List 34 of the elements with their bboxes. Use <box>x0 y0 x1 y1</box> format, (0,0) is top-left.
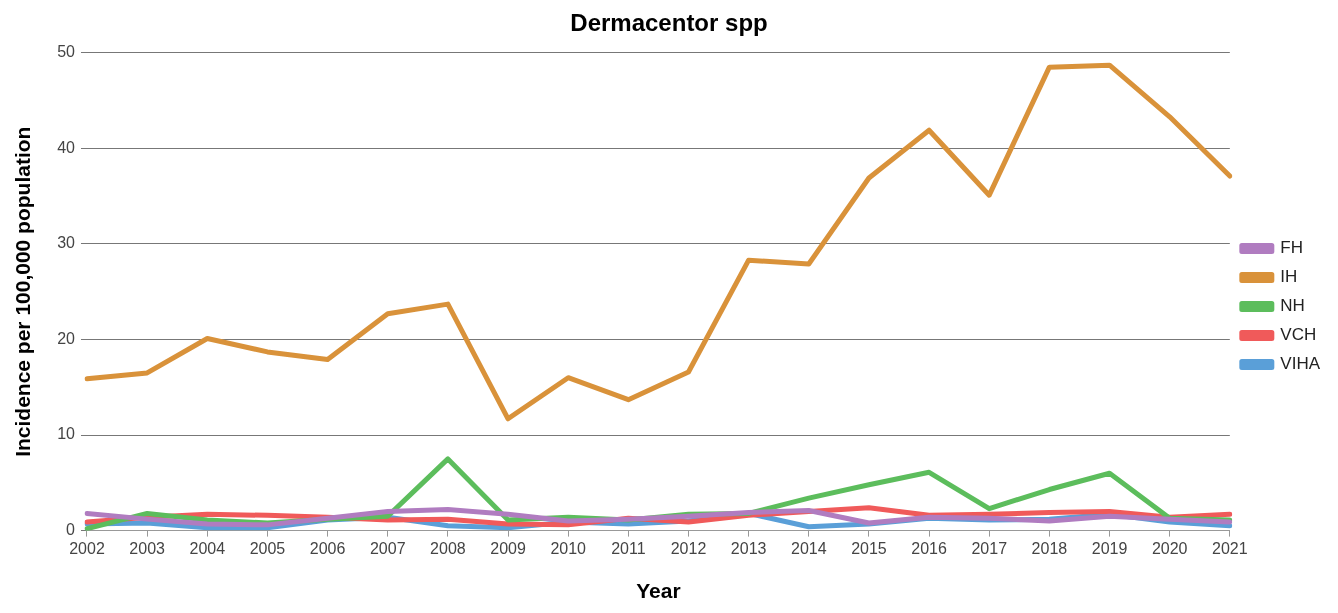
x-tick-label: 2010 <box>550 539 587 557</box>
y-axis-title: Incidence per 100,000 population <box>11 126 35 457</box>
x-tick-label: 2011 <box>611 539 646 557</box>
x-tick-label: 2007 <box>369 539 406 557</box>
y-tick-label: 50 <box>57 43 76 61</box>
chart-title: Dermacentor spp <box>570 9 768 37</box>
x-tick-label: 2005 <box>249 539 286 557</box>
x-axis-title: Year <box>636 579 681 603</box>
x-tick-label: 2021 <box>1212 539 1248 557</box>
x-tick-label: 2003 <box>129 539 166 557</box>
x-tick-label: 2020 <box>1151 539 1188 557</box>
x-tick-label: 2014 <box>790 539 827 557</box>
legend-label: FH <box>1280 238 1303 258</box>
x-tick-label: 2012 <box>670 539 707 557</box>
x-tick-label: 2004 <box>189 539 226 557</box>
y-tick-label: 40 <box>57 138 76 156</box>
x-tick-label: 2018 <box>1031 539 1068 557</box>
x-tick-label: 2008 <box>430 539 466 557</box>
x-tick-label: 2002 <box>69 539 105 557</box>
legend-label: IH <box>1280 267 1298 287</box>
y-tick-label: 20 <box>57 329 76 347</box>
x-tick-label: 2015 <box>851 539 887 557</box>
y-tick-label: 30 <box>57 234 76 252</box>
x-tick-label: 2009 <box>490 539 526 557</box>
x-tick-label: 2017 <box>971 539 1008 557</box>
y-tick-label: 0 <box>66 521 76 539</box>
legend-label: VIHA <box>1280 354 1321 374</box>
legend-label: VCH <box>1280 325 1317 345</box>
x-tick-label: 2013 <box>730 539 767 557</box>
legend-label: NH <box>1280 296 1305 316</box>
y-tick-label: 10 <box>57 425 76 443</box>
x-tick-label: 2016 <box>911 539 947 557</box>
x-tick-label: 2019 <box>1091 539 1128 557</box>
x-tick-label: 2006 <box>309 539 346 557</box>
